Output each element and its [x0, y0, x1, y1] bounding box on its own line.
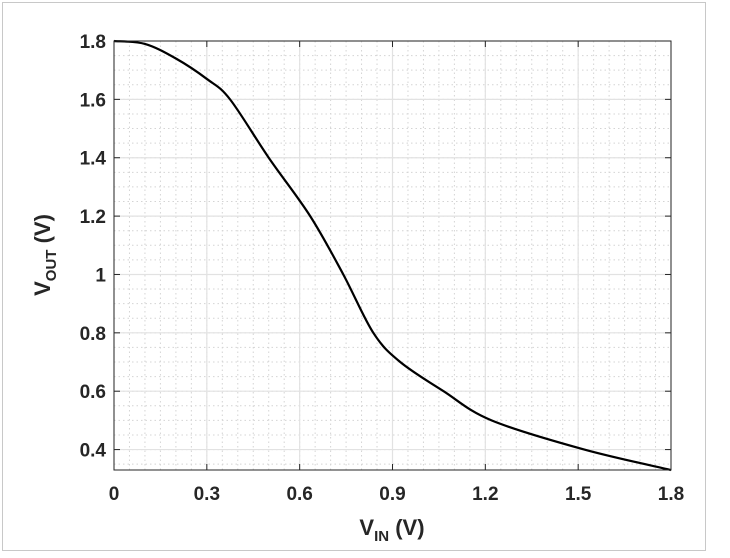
grid: [113, 40, 672, 470]
y-tick-label: 1.6: [80, 90, 106, 111]
axes-box: [113, 40, 672, 471]
y-tick-label: 1.4: [80, 149, 107, 170]
x-tick-label: 1.5: [565, 484, 592, 505]
x-tick-label: 1.2: [472, 484, 498, 505]
y-tick-label: 0.6: [80, 382, 106, 403]
y-tick-label: 1.8: [80, 32, 106, 53]
y-tick-label: 0.4: [80, 441, 107, 462]
y-axis-label: VOUT (V): [30, 214, 60, 296]
y-tick-label: 1.2: [80, 207, 106, 228]
ticks: 0 0.3 0.6 0.9 1.2 1.5 1.8 0.4 0.6 0.8 1 1.2 1.4 1.6 1.…: [80, 32, 685, 505]
series-line: [113, 39, 672, 472]
x-tick-label: 1.8: [658, 484, 684, 505]
y-tick-label: 0.8: [80, 324, 106, 345]
x-axis-label: VIN (V): [359, 515, 424, 545]
y-tick-label: 1: [95, 265, 106, 286]
x-tick-label: 0.9: [379, 484, 405, 505]
x-tick-label: 0: [109, 484, 120, 505]
x-tick-label: 0.6: [286, 484, 312, 505]
x-tick-label: 0.3: [194, 484, 220, 505]
figure-frame: [2, 2, 706, 551]
